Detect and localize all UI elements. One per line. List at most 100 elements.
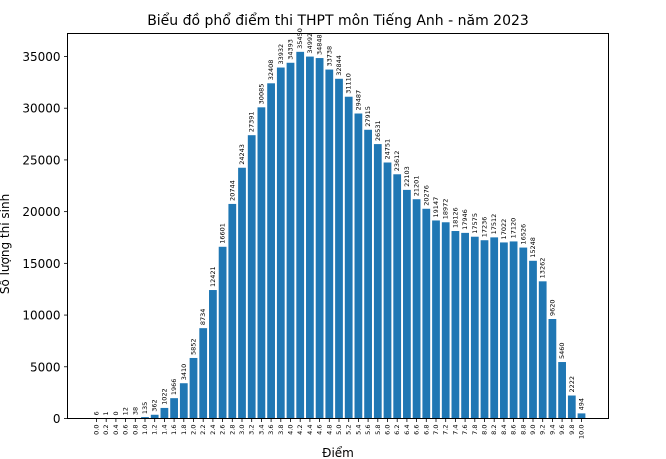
bar-value-label: 2222 [568, 376, 576, 393]
bar-value-label: 31110 [345, 73, 353, 94]
bar-value-label: 27391 [248, 112, 256, 133]
x-tick-label: 3.6 [267, 425, 275, 435]
bar-value-label: 1022 [160, 388, 168, 405]
x-tick-label: 0.4 [112, 425, 120, 435]
x-tick-label: 0.2 [102, 425, 110, 435]
bar [238, 167, 246, 419]
bar-value-label: 6 [93, 411, 101, 415]
bar [199, 328, 208, 419]
bar [383, 162, 392, 419]
bar-value-label: 12 [122, 407, 130, 415]
bar [451, 231, 460, 419]
bar [335, 78, 343, 419]
bar-value-label: 1966 [170, 379, 178, 396]
bar [354, 113, 363, 419]
x-tick-label: 0.0 [93, 425, 101, 435]
bar [276, 67, 285, 419]
x-tick-label: 9.0 [529, 425, 537, 435]
x-tick-label: 3.0 [238, 425, 246, 435]
bar-value-label: 17022 [500, 219, 508, 240]
y-ticks-layer: 0 5000 10000 15000 20000 25000 30000 35000 [22, 50, 68, 426]
bar-value-label: 35450 [296, 28, 304, 49]
bar [500, 242, 508, 419]
x-tick-label: 5.0 [335, 425, 343, 435]
bar [315, 58, 324, 419]
x-tick-label: 1.8 [180, 425, 188, 435]
bar [306, 56, 314, 419]
x-tick-label: 2.8 [228, 425, 236, 435]
x-tick-label: 1.6 [170, 425, 178, 435]
bar-value-label: 15248 [529, 237, 537, 258]
bar-value-label: 1 [102, 411, 110, 415]
x-axis-label: Điểm [322, 446, 354, 459]
bar-value-label: 27915 [364, 106, 372, 127]
bar [441, 222, 450, 419]
x-tick-label: 6.4 [403, 425, 411, 435]
x-tick-label: 2.6 [219, 425, 227, 435]
bar-value-label: 16601 [219, 223, 227, 244]
x-tick-label: 6.8 [422, 425, 430, 435]
bar-value-label: 34992 [306, 33, 314, 54]
bar [403, 189, 411, 419]
bar [189, 357, 198, 419]
bar [519, 247, 528, 419]
chart-title: Biểu đồ phổ điểm thi THPT môn Tiếng Anh … [147, 12, 529, 29]
x-tick-label: 5.4 [354, 425, 362, 435]
bar-value-label: 5852 [190, 338, 198, 355]
bar-value-label: 5460 [558, 342, 566, 359]
x-tick-label: 3.2 [248, 425, 256, 435]
bar [170, 398, 178, 419]
bar [286, 62, 295, 419]
bar-value-label: 19147 [432, 197, 440, 218]
bar [577, 413, 586, 419]
bar [150, 414, 159, 419]
bar-value-label: 29487 [354, 90, 362, 111]
bar-value-label: 26531 [374, 120, 382, 141]
bar-value-label: 16526 [519, 224, 527, 245]
bar [490, 237, 499, 419]
x-tick-label: 8.8 [519, 425, 527, 435]
bar-value-label: 18972 [442, 199, 450, 220]
x-tick-label: 4.2 [296, 425, 304, 435]
bar-value-label: 18126 [451, 207, 459, 228]
x-tick-label: 2.4 [209, 425, 217, 435]
bar-value-label: 38 [131, 407, 139, 415]
x-tick-label: 3.8 [277, 425, 285, 435]
x-tick-label: 4.0 [287, 425, 295, 435]
bar-value-label: 13262 [539, 258, 547, 279]
x-tick-label: 1.2 [151, 425, 159, 435]
x-tick-label: 1.4 [160, 425, 168, 435]
bar-value-label: 17236 [481, 217, 489, 238]
x-tick-label: 9.4 [548, 425, 556, 435]
x-tick-label: 2.2 [199, 425, 207, 435]
x-tick-label: 5.2 [345, 425, 353, 435]
y-tick-label: 0 [53, 412, 61, 426]
bar [393, 174, 402, 419]
bar-value-label: 34393 [287, 39, 295, 60]
bar [364, 129, 372, 419]
bars-layer [92, 51, 586, 419]
bar [160, 407, 169, 419]
bar [267, 83, 275, 419]
bar-value-label: 33738 [325, 46, 333, 67]
bar [209, 290, 217, 419]
x-tick-label: 6.6 [413, 425, 421, 435]
bar [218, 246, 227, 419]
bar [228, 203, 237, 419]
x-tick-label: 7.8 [471, 425, 479, 435]
bar [480, 240, 489, 419]
bar-value-label: 21201 [413, 176, 421, 197]
bar [141, 417, 149, 419]
x-tick-label: 4.6 [316, 425, 324, 435]
y-tick-label: 10000 [22, 309, 60, 323]
y-tick-label: 15000 [22, 257, 60, 271]
x-tick-label: 8.6 [510, 425, 518, 435]
bar [296, 51, 305, 419]
x-tick-label: 0.6 [122, 425, 130, 435]
y-tick-label: 20000 [22, 205, 60, 219]
bar-value-label: 24243 [238, 144, 246, 165]
bar-value-label: 12421 [209, 266, 217, 287]
bar-value-label: 34848 [316, 34, 324, 55]
